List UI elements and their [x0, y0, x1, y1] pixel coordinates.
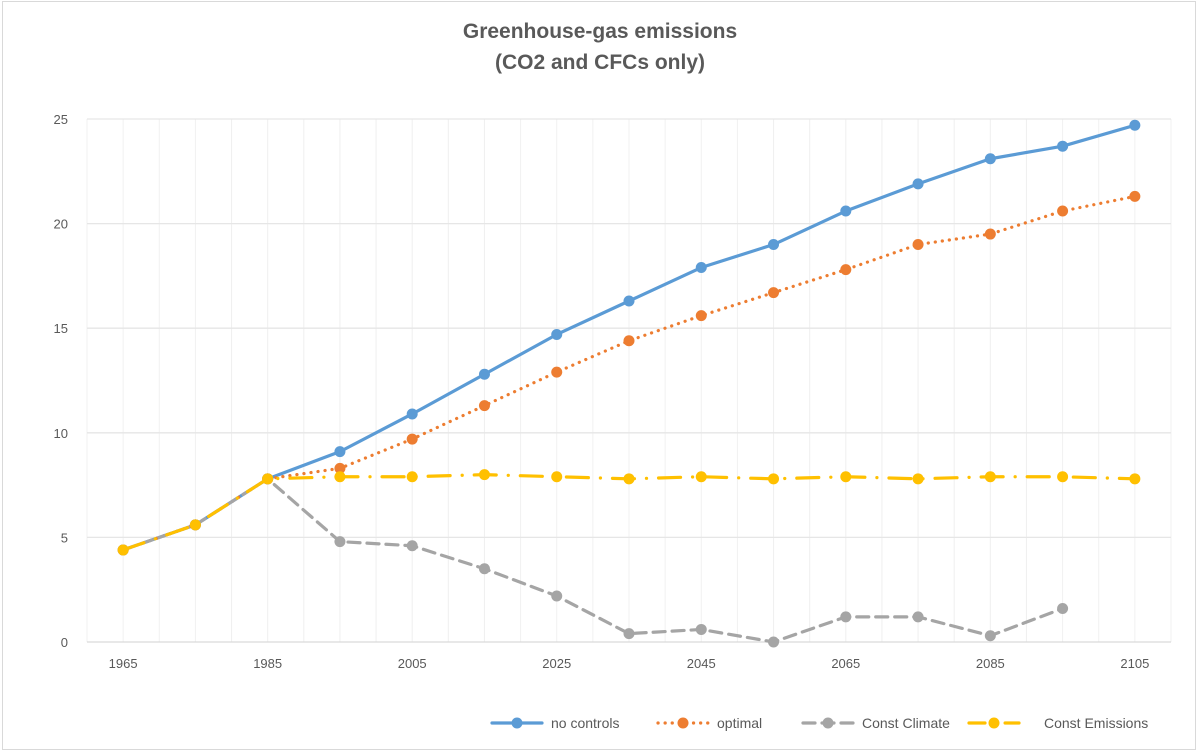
data-point: [406, 408, 418, 420]
data-point: [262, 473, 274, 485]
data-point: [478, 563, 490, 575]
y-tick-label: 20: [54, 217, 68, 232]
legend-swatch-icon: [656, 717, 710, 729]
legend-label: no controls: [551, 715, 620, 731]
y-tick-label: 25: [54, 112, 68, 127]
y-tick-label: 10: [54, 426, 68, 441]
data-point: [478, 469, 490, 481]
data-point: [478, 368, 490, 380]
data-point: [334, 471, 346, 483]
legend-item: optimal: [655, 711, 762, 735]
series-line: [121, 477, 1065, 644]
data-point: [768, 473, 780, 485]
data-point: [623, 335, 635, 347]
legend-swatch-icon: [967, 717, 1021, 729]
series-const-climate: [117, 473, 1069, 648]
data-point: [478, 400, 490, 412]
horizontal-gridlines: [87, 118, 1171, 643]
data-point: [768, 287, 780, 299]
x-tick-label: 2065: [831, 656, 860, 671]
data-point: [551, 366, 563, 378]
data-point: [1129, 473, 1141, 485]
data-point: [189, 519, 201, 531]
data-point: [334, 446, 346, 458]
y-tick-label: 15: [54, 321, 68, 336]
series-const-emissions: [117, 469, 1141, 556]
legend-swatch-marker: [677, 717, 689, 729]
data-point: [1129, 190, 1141, 202]
vertical-gridlines: [86, 119, 1172, 642]
data-point: [406, 433, 418, 445]
x-tick-label: 2105: [1120, 656, 1149, 671]
data-point: [551, 590, 563, 602]
y-axis-ticks: 0 5 10 15 20 25: [54, 112, 68, 650]
legend: no controls optimal Const Climate Const Emi…: [0, 711, 1200, 735]
data-point: [551, 328, 563, 340]
x-tick-label: 2045: [687, 656, 716, 671]
chart-title-block: Greenhouse-gas emissions (CO2 and CFCs o…: [0, 16, 1200, 78]
x-tick-label: 2005: [398, 656, 427, 671]
data-point: [984, 153, 996, 165]
y-tick-label: 0: [61, 635, 68, 650]
data-point: [334, 462, 346, 474]
data-point: [840, 205, 852, 217]
data-point: [1057, 205, 1069, 217]
data-point: [912, 178, 924, 190]
x-axis-ticks: 1965 1985 2005 2025 2045 2065 2085 2105: [109, 656, 1150, 671]
legend-swatch-icon: [490, 717, 544, 729]
legend-swatch-icon: [801, 717, 855, 729]
data-point: [768, 239, 780, 251]
data-point: [406, 540, 418, 552]
data-point: [334, 536, 346, 548]
data-point: [984, 228, 996, 240]
legend-label: Const Climate: [862, 715, 950, 731]
data-point: [840, 264, 852, 276]
data-point: [695, 623, 707, 635]
data-point: [984, 630, 996, 642]
data-point: [1057, 471, 1069, 483]
data-point: [623, 473, 635, 485]
x-tick-label: 2085: [976, 656, 1005, 671]
legend-swatch-marker: [822, 717, 834, 729]
series-layer: [117, 119, 1141, 648]
data-point: [768, 636, 780, 648]
data-point: [623, 628, 635, 640]
legend-item: Const Emissions: [966, 711, 1148, 735]
y-tick-label: 5: [61, 530, 68, 545]
data-point: [912, 473, 924, 485]
legend-item: no controls: [489, 711, 619, 735]
x-tick-label: 1985: [253, 656, 282, 671]
legend-label: optimal: [717, 715, 763, 731]
data-point: [840, 611, 852, 623]
data-point: [551, 471, 563, 483]
data-point: [1057, 603, 1069, 615]
legend-label: Const Emissions: [1044, 715, 1149, 731]
legend-swatch-marker: [511, 717, 523, 729]
data-point: [912, 611, 924, 623]
data-point: [117, 544, 129, 556]
data-point: [1129, 119, 1141, 131]
chart-subtitle: (CO2 and CFCs only): [494, 51, 705, 74]
x-tick-label: 1965: [109, 656, 138, 671]
data-point: [912, 239, 924, 251]
chart-title: Greenhouse-gas emissions: [462, 20, 738, 43]
data-point: [406, 471, 418, 483]
data-point: [840, 471, 852, 483]
data-point: [984, 471, 996, 483]
data-point: [695, 310, 707, 322]
legend-swatch-marker: [988, 717, 1000, 729]
data-point: [695, 262, 707, 274]
legend-item: Const Climate: [800, 711, 950, 735]
data-point: [695, 471, 707, 483]
data-point: [1057, 140, 1069, 152]
x-tick-label: 2025: [542, 656, 571, 671]
data-point: [623, 295, 635, 307]
